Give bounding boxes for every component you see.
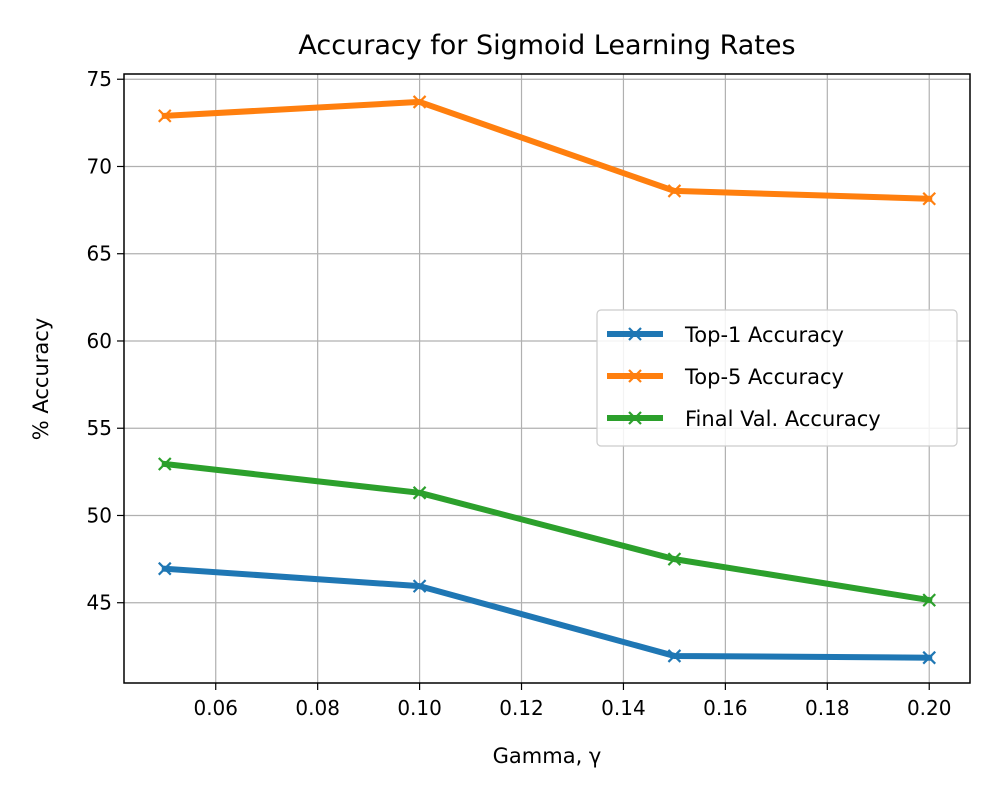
legend: Top-1 Accuracy Top-5 Accuracy Final Val. A… <box>596 309 958 447</box>
x-tick-label: 0.18 <box>805 696 850 720</box>
data-point-marker <box>922 191 937 206</box>
data-point-marker <box>157 109 172 123</box>
legend-label: Top-5 Accuracy <box>684 365 844 389</box>
x-tick-label: 0.20 <box>907 696 952 720</box>
legend-box <box>596 309 958 447</box>
data-point-marker <box>667 552 682 566</box>
data-point-marker <box>412 486 427 500</box>
x-tick-label: 0.08 <box>295 696 340 720</box>
y-tick-label: 60 <box>87 329 112 353</box>
series-2 <box>157 95 937 206</box>
x-tick-label: 0.10 <box>397 696 442 720</box>
series-3 <box>157 457 937 607</box>
series-line <box>161 98 933 202</box>
legend-label: Top-1 Accuracy <box>684 323 844 347</box>
y-tick-label: 65 <box>87 242 112 266</box>
legend-item: Top-5 Accuracy <box>607 365 844 389</box>
x-tick-label: 0.06 <box>193 696 238 720</box>
data-point-marker <box>922 650 937 665</box>
legend-item: Final Val. Accuracy <box>607 407 881 431</box>
series-line <box>161 460 933 604</box>
y-tick-label: 70 <box>87 154 112 178</box>
legend-marker <box>628 369 642 383</box>
x-tick-label: 0.16 <box>703 696 748 720</box>
y-axis: 45 50 55 60 65 70 75 <box>87 67 124 615</box>
x-tick-label: 0.12 <box>499 696 544 720</box>
plot-frame <box>123 73 971 684</box>
data-point-marker <box>922 593 937 607</box>
chart-title: Accuracy for Sigmoid Learning Rates <box>298 30 795 61</box>
data-point-marker <box>157 561 172 576</box>
x-tick-label: 0.14 <box>601 696 646 720</box>
y-tick-label: 50 <box>87 503 112 527</box>
series-1 <box>157 561 937 665</box>
y-tick-label: 75 <box>87 67 112 91</box>
legend-marker <box>628 411 642 425</box>
data-point-marker <box>667 184 682 198</box>
legend-label: Final Val. Accuracy <box>685 407 881 431</box>
y-tick-label: 45 <box>87 591 112 615</box>
legend-item: Top-1 Accuracy <box>607 323 844 347</box>
data-point-marker <box>412 579 427 593</box>
series-line <box>161 565 933 661</box>
data-point-marker <box>157 457 172 471</box>
data-point-marker <box>667 649 682 663</box>
y-axis-label: % Accuracy <box>29 318 53 441</box>
series-layer <box>157 95 937 665</box>
y-tick-label: 55 <box>87 416 112 440</box>
x-axis: 0.06 0.08 0.10 0.12 0.14 0.16 0.18 0.20 <box>193 683 951 720</box>
legend-marker <box>628 327 642 341</box>
data-point-marker <box>412 95 427 109</box>
x-axis-label: Gamma, γ <box>493 744 602 768</box>
